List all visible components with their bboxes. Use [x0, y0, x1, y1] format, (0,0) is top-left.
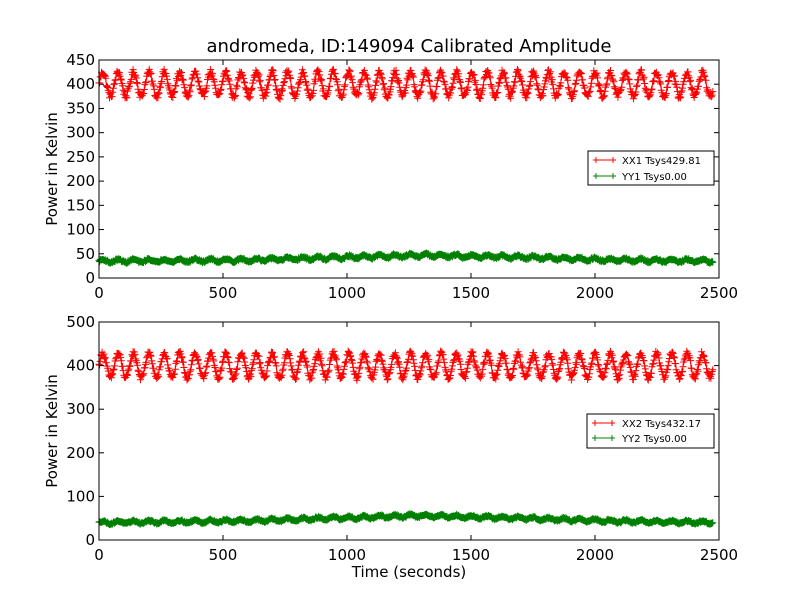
y-tick-label-2-2: 200	[66, 444, 95, 462]
x-tick-label-2-2: 1000	[328, 546, 366, 564]
y-tick-label-1-3: 150	[66, 196, 95, 214]
x-tick-label-2-3: 1500	[452, 546, 490, 564]
y-tick-label-1-2: 100	[66, 221, 95, 239]
x-tick-label-2-5: 2500	[700, 546, 738, 564]
y-tick-label-2-4: 400	[66, 357, 95, 375]
x-tick-label-1-5: 2500	[700, 284, 738, 302]
legend-top: XX1 Tsys429.81 YY1 Tsys0.00	[587, 150, 715, 186]
ticks-layer-top: 0 500 1000 1500 2000 2500 0 50 100 150 200 250 300 35…	[66, 51, 738, 302]
x-tick-label-1-3: 1500	[452, 284, 490, 302]
legend-label-yy2: YY2 Tsys0.00	[621, 434, 687, 445]
y-tick-label-2-1: 100	[66, 487, 95, 505]
legend-marker-yy2	[592, 435, 615, 441]
x-tick-label-1-2: 1000	[328, 284, 366, 302]
y-tick-label-1-0: 0	[85, 269, 95, 287]
x-tick-label-1-4: 2000	[576, 284, 614, 302]
legend-label-xx1: XX1 Tsys429.81	[622, 156, 701, 167]
legend-entry-xx2: XX2 Tsys432.17	[592, 419, 701, 430]
y-tick-label-2-5: 500	[66, 313, 95, 331]
y-tick-label-1-9: 450	[66, 51, 95, 69]
y-tick-label-1-4: 200	[66, 172, 95, 190]
subplot-bottom: Power in Kelvin Time (seconds) 0 500 1000 1…	[43, 313, 738, 581]
plot-frame-top	[98, 59, 720, 279]
legend-bottom: XX2 Tsys432.17 YY2 Tsys0.00	[586, 413, 715, 449]
legend-marker-xx1	[593, 157, 616, 163]
subplot-top: andromeda, ID:149094 Calibrated Amplitud…	[43, 36, 738, 302]
plot-frame-bottom	[98, 321, 720, 541]
x-tick-label-1-0: 0	[94, 284, 104, 302]
x-tick-label-2-1: 500	[209, 546, 238, 564]
legend-entry-xx1: XX1 Tsys429.81	[593, 156, 701, 167]
y-tick-label-2-0: 0	[85, 531, 95, 549]
legend-marker-xx2	[592, 420, 615, 426]
y-axis-label-bottom: Power in Kelvin	[43, 374, 61, 488]
series-1-1	[95, 65, 717, 103]
chart-title: andromeda, ID:149094 Calibrated Amplitud…	[206, 36, 611, 57]
ticks-layer-bottom: 0 500 1000 1500 2000 2500 0 100 200 300 400 500	[66, 313, 738, 564]
legend-marker-yy1	[593, 173, 616, 179]
legend-label-yy1: YY1 Tsys0.00	[621, 172, 687, 183]
series-1-2	[95, 249, 717, 267]
y-tick-label-1-8: 400	[66, 75, 95, 93]
x-tick-label-1-1: 500	[209, 284, 238, 302]
legend-entry-yy1: YY1 Tsys0.00	[593, 172, 687, 183]
y-axis-label-top: Power in Kelvin	[43, 112, 61, 226]
y-tick-label-2-3: 300	[66, 400, 95, 418]
legend-box-top	[587, 150, 715, 186]
y-tick-label-1-6: 300	[66, 124, 95, 142]
series-layer-top	[95, 65, 717, 267]
legend-box-bottom	[586, 413, 715, 449]
y-tick-label-1-1: 50	[76, 245, 95, 263]
y-tick-label-1-5: 250	[66, 148, 95, 166]
x-axis-label: Time (seconds)	[351, 563, 467, 581]
y-tick-label-1-7: 350	[66, 99, 95, 117]
legend-label-xx2: XX2 Tsys432.17	[622, 419, 701, 430]
x-tick-label-2-0: 0	[94, 546, 104, 564]
x-tick-label-2-4: 2000	[576, 546, 614, 564]
legend-entry-yy2: YY2 Tsys0.00	[592, 434, 687, 445]
